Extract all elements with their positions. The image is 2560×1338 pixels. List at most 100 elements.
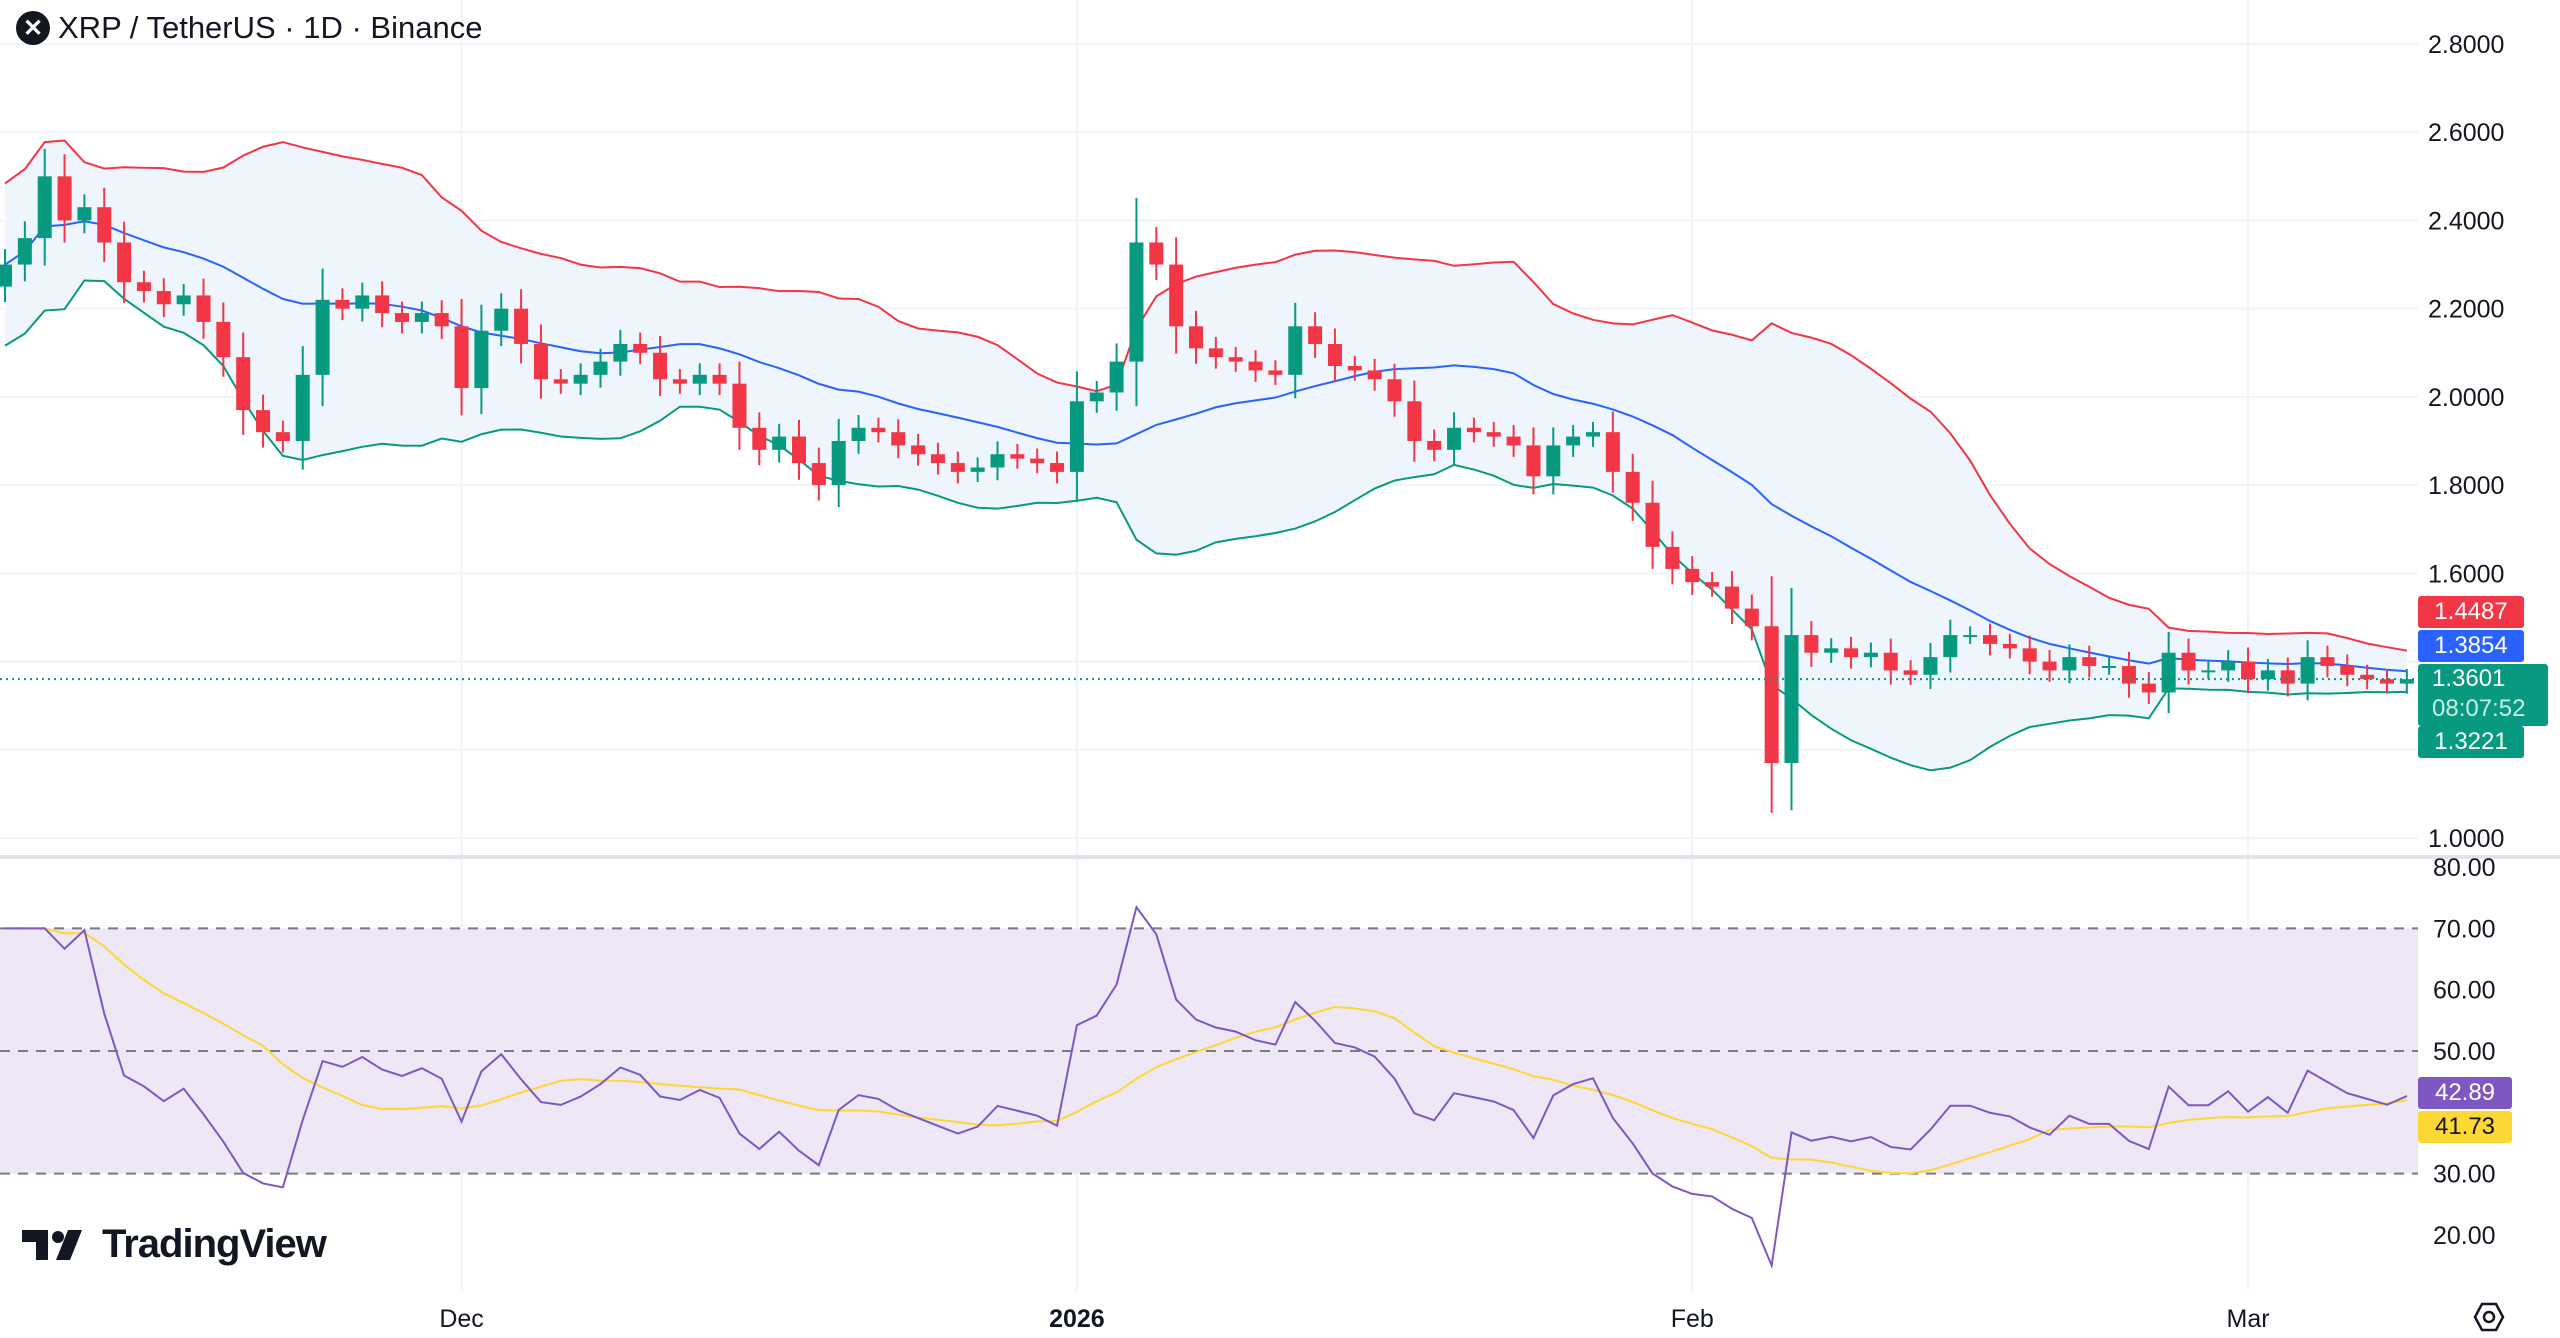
candle-body (1566, 436, 1581, 446)
candle-body (1923, 657, 1938, 675)
candle-body (553, 379, 568, 384)
candle-body (256, 410, 271, 433)
candle-body (2260, 670, 2275, 680)
candle-body (871, 427, 886, 433)
candle-body (474, 330, 489, 389)
price-tick-label: 2.6000 (2428, 119, 2504, 147)
candle-body (1665, 546, 1680, 569)
rsi-tick-label: 70.00 (2433, 915, 2496, 943)
candle-body (1744, 608, 1759, 627)
candle-body (2141, 683, 2156, 693)
candle-body (57, 176, 72, 221)
candle-body (97, 207, 112, 243)
candle-body (136, 282, 151, 292)
candle-body (1030, 458, 1045, 464)
candle-body (970, 467, 985, 472)
candle-body (1963, 635, 1978, 638)
chart-title: ✕ XRP / TetherUS · 1D · Binance (16, 10, 482, 46)
rsi-value-tag: 42.89 (2418, 1077, 2512, 1109)
candle-body (2320, 657, 2335, 666)
last-price: 1.3601 (2432, 665, 2506, 692)
candle-body (275, 432, 290, 441)
bb-lower-line (4, 279, 2407, 772)
time-axis-label: Dec (439, 1305, 483, 1333)
candle-body (1983, 635, 1997, 644)
price-tick-label: 2.0000 (2428, 384, 2504, 412)
candle-body (2241, 661, 2256, 680)
settings-icon[interactable] (2472, 1300, 2506, 1334)
candle-body (573, 374, 588, 384)
candle-body (454, 326, 469, 389)
candle-body (1189, 326, 1203, 349)
candle-body (1645, 502, 1660, 547)
candle-body (1308, 326, 1323, 344)
candle-body (1367, 370, 1382, 380)
candle-body (811, 463, 826, 486)
tradingview-logo[interactable]: TradingView (22, 1222, 327, 1267)
bar-countdown: 08:07:52 (2432, 695, 2526, 722)
candle-body (712, 374, 727, 384)
candle-body (1724, 586, 1739, 609)
time-axis-label: 2026 (1049, 1305, 1105, 1333)
candle-body (1208, 348, 1223, 358)
candle-body (414, 313, 429, 322)
candle-body (1506, 436, 1521, 446)
candle-body (1248, 361, 1263, 371)
candle-body (2181, 652, 2196, 671)
logo-text: TradingView (102, 1222, 327, 1266)
candle-body (2340, 665, 2355, 675)
candle-body (1129, 242, 1144, 362)
tradingview-logo-icon (22, 1229, 82, 1260)
candle-body (37, 176, 52, 239)
candle-body (653, 352, 668, 380)
candle-body (2022, 648, 2037, 662)
candle-body (633, 343, 648, 353)
candle-body (2042, 661, 2057, 671)
candle-body (1486, 432, 1501, 437)
candle-body (335, 299, 350, 309)
candle-body (1069, 401, 1084, 472)
candle-body (1347, 366, 1362, 371)
bb-upper-line (4, 139, 2408, 652)
candle-body (1010, 454, 1025, 459)
candle-body (1605, 432, 1620, 472)
axes: 2.8000 2.6000 2.4000 2.2000 2.0000 1.8000 1.60… (439, 31, 2504, 1333)
rsi-tick-label: 30.00 (2433, 1161, 2496, 1189)
candle-body (514, 308, 529, 344)
candle-body (2002, 643, 2017, 649)
candle-body (1149, 242, 1164, 265)
candle-body (1288, 326, 1303, 375)
candle-body (1883, 652, 1898, 671)
candle-body (1109, 361, 1124, 393)
candle-body (1705, 582, 1720, 587)
candle-body (891, 432, 906, 446)
candle-body (1764, 626, 1779, 764)
bb-basis-line (4, 220, 2407, 673)
candle-body (2300, 657, 2315, 684)
candle-body (831, 441, 846, 486)
candle-body (1784, 635, 1799, 764)
candle-body (2360, 674, 2375, 680)
candle-body (375, 295, 390, 314)
rsi-pane (0, 904, 2418, 1270)
candle-body (672, 379, 687, 384)
candle-body (17, 238, 32, 265)
candle-body (2221, 661, 2236, 671)
price-tick-label: 2.8000 (2428, 31, 2504, 59)
candle-body (1268, 370, 1283, 375)
candle-body (1685, 568, 1700, 583)
bb-fill (5, 140, 2407, 771)
candle-body (236, 357, 251, 411)
rsi-ma-tag: 41.73 (2418, 1111, 2512, 1143)
candle-body (1943, 635, 1958, 658)
rsi-tick-label: 80.00 (2433, 854, 2496, 882)
candle-body (2380, 679, 2394, 684)
candle-body (117, 242, 132, 283)
bb-basis-tag: 1.3854 (2418, 630, 2524, 662)
price-tick-label: 1.6000 (2428, 560, 2504, 588)
candle-body (196, 295, 211, 322)
price-tick-label: 1.0000 (2428, 825, 2504, 853)
rsi-tick-label: 50.00 (2433, 1038, 2496, 1066)
candle-body (1327, 343, 1342, 367)
